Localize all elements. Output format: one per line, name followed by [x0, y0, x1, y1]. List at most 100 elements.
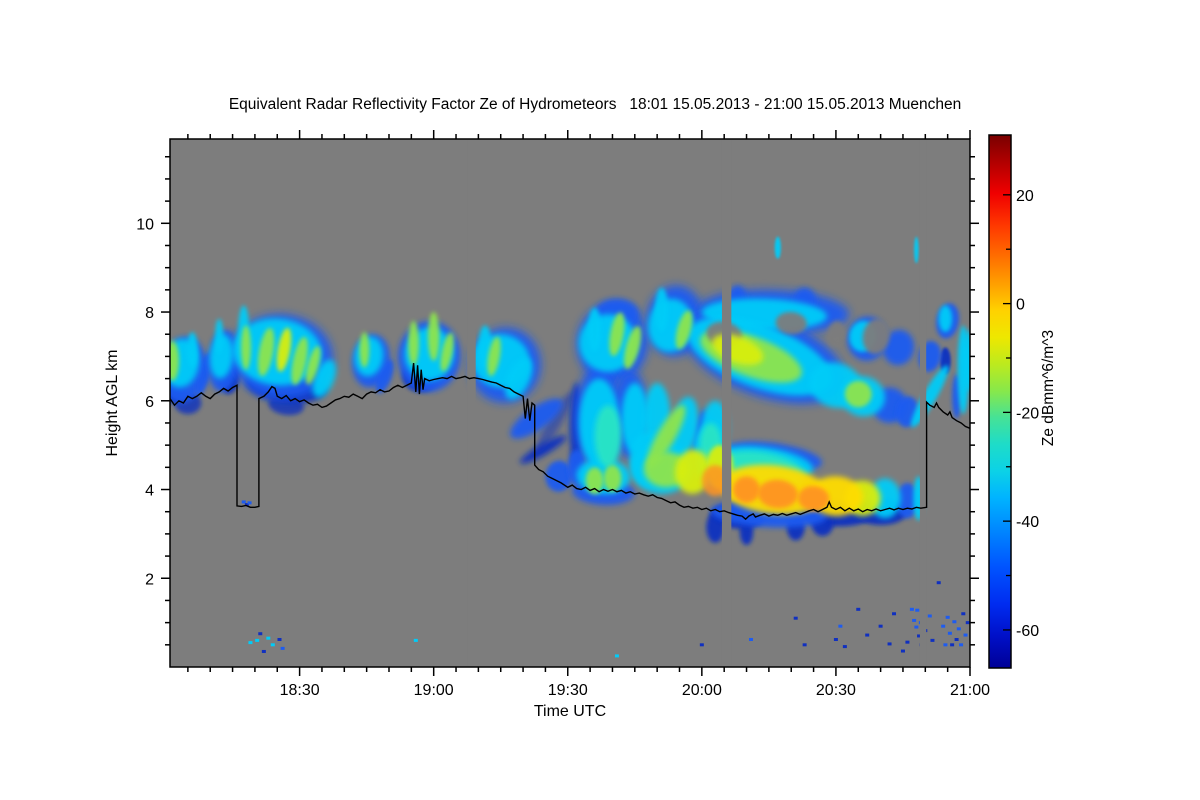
- cloud-blob: [701, 465, 729, 497]
- colorbar-tick-label: -40: [1016, 514, 1039, 531]
- colorbar-tick-label: 20: [1016, 188, 1034, 205]
- cloud-blob: [408, 320, 419, 366]
- echo-speck: [963, 633, 968, 637]
- colorbar-tick-labels: 20 0 -20 -40 -60: [1016, 188, 1039, 640]
- echo-speck: [266, 636, 271, 640]
- cloud-blob: [312, 359, 336, 398]
- cloud-blob: [587, 307, 602, 352]
- cloud-blob: [545, 460, 573, 492]
- echo-speck: [900, 649, 905, 653]
- colorbar-label: Ze dBmm^6/m^3: [1040, 330, 1057, 446]
- cloud-blob: [797, 485, 830, 511]
- cloud-blob: [215, 318, 224, 355]
- cloud-blob: [268, 395, 304, 416]
- cloud-blob: [440, 332, 454, 372]
- data-gap-stripe: [467, 139, 476, 667]
- cloud-blob: [733, 476, 760, 503]
- echo-speck: [950, 643, 955, 647]
- y-tick-label: 8: [145, 305, 154, 322]
- cloud-blob: [487, 336, 501, 377]
- echo-speck: [842, 645, 847, 649]
- cloud-blob: [305, 345, 321, 385]
- echo-speck: [947, 631, 952, 635]
- echo-speck: [247, 501, 252, 505]
- x-tick-label: 18:30: [280, 682, 320, 699]
- cloud-blob: [675, 310, 693, 350]
- x-tick-label: 20:30: [816, 682, 856, 699]
- echo-speck: [878, 624, 883, 628]
- cloud-blob: [674, 449, 711, 494]
- cloud-blob: [535, 392, 574, 454]
- y-tick-label: 2: [145, 571, 154, 588]
- ceilometer-cloud-base-line: [169, 363, 971, 521]
- echo-speck: [270, 643, 275, 647]
- echo-speck: [917, 634, 922, 638]
- echo-speck: [838, 624, 843, 628]
- echo-speck: [802, 643, 807, 647]
- echo-speck: [914, 625, 919, 629]
- cloud-blob: [594, 405, 622, 468]
- colorbar-frame: [988, 134, 1012, 669]
- axis-ticks: [161, 130, 979, 676]
- cloud-blob: [427, 312, 440, 361]
- echo-speck: [965, 621, 970, 625]
- cloud-blob: [623, 326, 642, 370]
- echo-speck: [952, 620, 957, 624]
- echo-speck: [956, 627, 961, 631]
- x-tick-label: 21:00: [950, 682, 990, 699]
- echo-speck: [856, 607, 861, 611]
- echo-speck: [930, 638, 935, 642]
- echo-speck: [699, 643, 704, 647]
- cloud-blob: [257, 327, 275, 377]
- y-axis-label: Height AGL km: [104, 349, 121, 456]
- cloud-blob: [706, 511, 725, 543]
- echo-speck: [793, 616, 798, 620]
- echo-speck: [892, 612, 897, 616]
- echo-speck: [261, 649, 266, 653]
- cloud-blob: [186, 332, 198, 368]
- cloud-blob: [654, 287, 669, 333]
- cloud-blob: [241, 325, 251, 370]
- y-tick-label: 10: [136, 216, 154, 233]
- cloud-blob: [276, 327, 292, 372]
- cloud-blob: [774, 236, 781, 259]
- echo-speck: [244, 503, 249, 507]
- echo-speck: [614, 654, 619, 658]
- cloud-blob: [862, 318, 890, 355]
- echo-speck: [248, 641, 253, 645]
- colorbar-tick-label: -20: [1016, 405, 1039, 422]
- x-tick-label: 20:00: [682, 682, 722, 699]
- echo-speck: [277, 637, 282, 641]
- colorbar-tick-label: 0: [1016, 297, 1025, 314]
- colorbar: 20 0 -20 -40 -60 Ze dBmm^6/m^3: [988, 134, 1057, 669]
- colorbar-gradient: [989, 135, 1011, 668]
- plot-frame: [169, 138, 971, 668]
- cloud-blob: [882, 329, 915, 366]
- echo-speck: [959, 643, 964, 647]
- echo-speck: [961, 612, 966, 616]
- data-gap-stripes: [467, 139, 927, 667]
- cloud-blob: [938, 305, 953, 333]
- cloud-blob: [170, 340, 179, 381]
- chart-title: Equivalent Radar Reflectivity Factor Ze …: [229, 96, 961, 113]
- cloud-blob: [609, 312, 625, 357]
- x-tick-label: 19:30: [548, 682, 588, 699]
- colorbar-ticks: [1003, 194, 1011, 631]
- cloud-blob: [844, 380, 872, 408]
- echo-speck: [945, 615, 950, 619]
- echo-speck: [865, 633, 870, 637]
- echo-speck: [241, 500, 246, 504]
- cloud-blob: [603, 465, 622, 492]
- cloud-blob: [209, 334, 234, 379]
- echo-speck: [255, 638, 260, 642]
- colorbar-tick-label: -60: [1016, 623, 1039, 640]
- echo-speck: [927, 614, 932, 618]
- x-tick-label: 19:00: [414, 682, 454, 699]
- cloud-blob: [585, 467, 604, 494]
- echo-speck: [912, 618, 917, 622]
- data-gap-stripe: [721, 139, 732, 667]
- echo-speck: [413, 638, 418, 642]
- cloud-blob: [291, 336, 308, 385]
